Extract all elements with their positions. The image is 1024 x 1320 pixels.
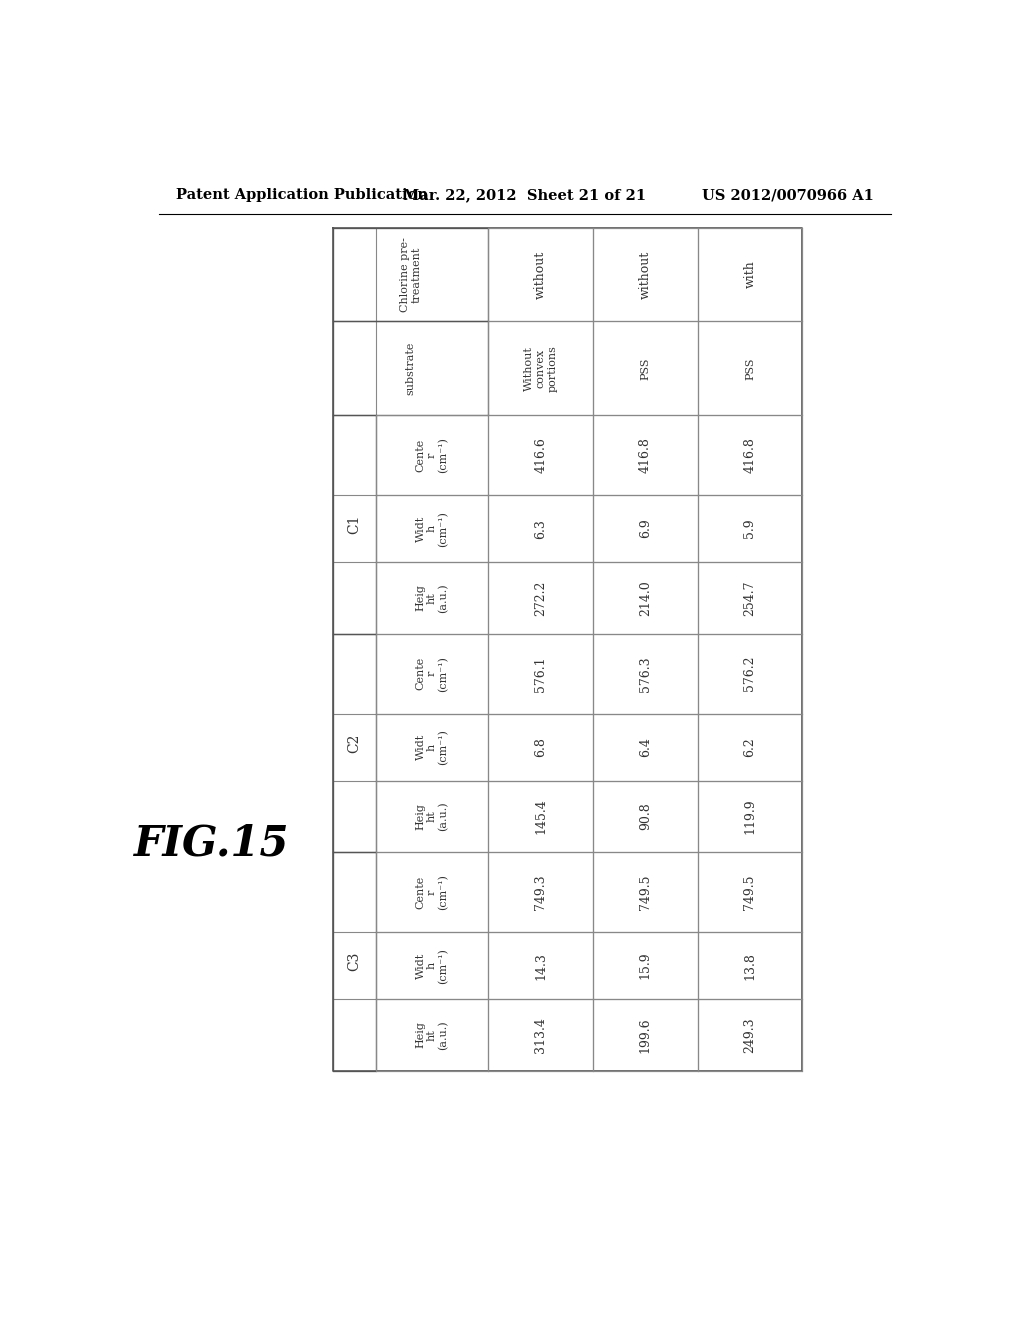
Text: Heig
ht
(a.u.): Heig ht (a.u.): [416, 801, 449, 832]
Text: without: without: [535, 251, 547, 298]
Text: 6.8: 6.8: [535, 737, 547, 758]
Text: 576.3: 576.3: [639, 656, 652, 692]
Text: Chlorine pre-
treatment: Chlorine pre- treatment: [400, 238, 422, 312]
Text: US 2012/0070966 A1: US 2012/0070966 A1: [701, 189, 873, 202]
Text: 145.4: 145.4: [535, 799, 547, 834]
Text: Cente
r
(cm⁻¹): Cente r (cm⁻¹): [416, 437, 449, 473]
Text: Heig
ht
(a.u.): Heig ht (a.u.): [416, 1020, 449, 1049]
Text: Widt
h
(cm⁻¹): Widt h (cm⁻¹): [416, 511, 449, 546]
Text: 6.4: 6.4: [639, 737, 652, 758]
Text: Mar. 22, 2012  Sheet 21 of 21: Mar. 22, 2012 Sheet 21 of 21: [403, 189, 646, 202]
Text: 5.9: 5.9: [743, 519, 757, 539]
Text: Heig
ht
(a.u.): Heig ht (a.u.): [416, 583, 449, 612]
Text: PSS: PSS: [744, 358, 755, 380]
Text: 749.3: 749.3: [535, 874, 547, 909]
Text: substrate: substrate: [406, 342, 416, 395]
Text: 119.9: 119.9: [743, 799, 757, 834]
Text: 416.8: 416.8: [639, 437, 652, 473]
Text: 313.4: 313.4: [535, 1016, 547, 1053]
Text: 254.7: 254.7: [743, 581, 757, 615]
Text: Cente
r
(cm⁻¹): Cente r (cm⁻¹): [416, 656, 449, 692]
Text: 6.2: 6.2: [743, 738, 757, 756]
Text: Cente
r
(cm⁻¹): Cente r (cm⁻¹): [416, 874, 449, 911]
Text: 416.6: 416.6: [535, 437, 547, 473]
Text: 249.3: 249.3: [743, 1018, 757, 1053]
Text: C3: C3: [348, 952, 361, 972]
Text: 6.9: 6.9: [639, 519, 652, 539]
Text: 90.8: 90.8: [639, 803, 652, 830]
Text: with: with: [743, 261, 757, 289]
Text: C2: C2: [348, 734, 361, 752]
Text: 576.2: 576.2: [743, 656, 757, 692]
Text: 214.0: 214.0: [639, 579, 652, 615]
Text: PSS: PSS: [640, 358, 650, 380]
Text: C1: C1: [348, 515, 361, 535]
Text: Widt
h
(cm⁻¹): Widt h (cm⁻¹): [416, 729, 449, 766]
Text: 6.3: 6.3: [535, 519, 547, 539]
Text: 13.8: 13.8: [743, 952, 757, 979]
Text: without: without: [639, 251, 652, 298]
Text: 272.2: 272.2: [535, 581, 547, 615]
Text: 15.9: 15.9: [639, 952, 652, 979]
Text: 576.1: 576.1: [535, 656, 547, 692]
Text: 14.3: 14.3: [535, 952, 547, 979]
Text: Patent Application Publication: Patent Application Publication: [176, 189, 428, 202]
Text: FIG.15: FIG.15: [134, 822, 290, 865]
Text: 749.5: 749.5: [743, 875, 757, 909]
Text: 749.5: 749.5: [639, 875, 652, 909]
Text: 199.6: 199.6: [639, 1018, 652, 1053]
Text: Widt
h
(cm⁻¹): Widt h (cm⁻¹): [416, 948, 449, 983]
Text: Without
convex
portions: Without convex portions: [524, 345, 557, 392]
Text: 416.8: 416.8: [743, 437, 757, 473]
